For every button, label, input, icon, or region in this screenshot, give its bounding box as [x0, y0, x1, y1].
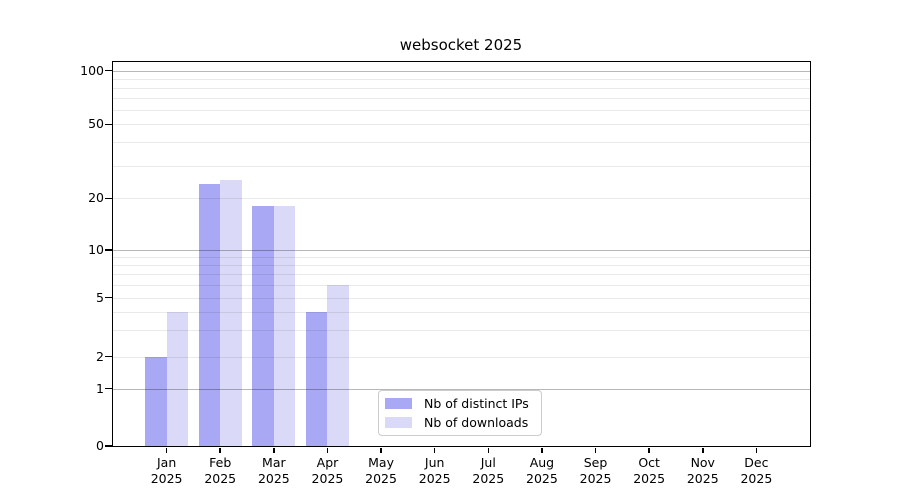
legend-item-distinct-ips: Nb of distinct IPs — [385, 396, 533, 412]
bar-distinct-ips-jan — [145, 356, 167, 446]
y-gridline-major — [113, 250, 810, 251]
x-axis-tick — [702, 447, 704, 453]
chart-title: websocket 2025 — [399, 36, 523, 54]
bar-downloads-jan — [166, 311, 189, 446]
bar-downloads-mar — [273, 206, 296, 446]
y-axis-tick — [105, 197, 112, 200]
y-gridline-minor — [113, 265, 810, 267]
x-axis-label: Oct 2025 — [633, 455, 666, 486]
x-axis-tick — [273, 447, 275, 453]
bar-downloads-apr — [327, 285, 349, 446]
x-axis-tick — [755, 447, 758, 453]
y-axis-tick — [105, 355, 112, 358]
y-gridline-minor — [113, 98, 810, 100]
x-axis-tick — [326, 447, 329, 453]
x-axis-label: Nov 2025 — [686, 455, 719, 486]
y-axis-label: 5 — [96, 289, 104, 305]
y-axis-tick — [105, 296, 112, 299]
bar-distinct-ips-feb — [198, 183, 221, 446]
x-axis-label: Jan 2025 — [150, 455, 183, 486]
legend-label-downloads: Nb of downloads — [424, 415, 529, 430]
y-axis-label: 10 — [88, 242, 104, 257]
y-axis-tick — [105, 445, 112, 447]
y-gridline-major — [113, 70, 810, 72]
y-axis-label: 1 — [96, 380, 104, 396]
y-axis-tick — [105, 387, 112, 390]
x-axis-tick — [219, 447, 221, 453]
y-axis-label: 50 — [88, 116, 104, 132]
y-axis-tick — [105, 249, 112, 251]
x-axis-label: Jul 2025 — [472, 455, 505, 486]
y-axis-tick — [105, 123, 112, 126]
y-axis-label: 100 — [80, 62, 104, 78]
x-axis-label: May 2025 — [365, 455, 397, 486]
x-axis-tick — [380, 447, 382, 453]
legend: Nb of distinct IPs Nb of downloads — [378, 390, 542, 436]
y-gridline-minor — [113, 297, 810, 299]
x-axis-tick — [594, 447, 597, 453]
y-gridline-minor — [113, 274, 810, 276]
y-gridline-minor — [113, 356, 810, 358]
legend-label-distinct-ips: Nb of distinct IPs — [424, 396, 529, 411]
bar-distinct-ips-apr — [305, 311, 328, 446]
y-gridline-minor — [113, 198, 810, 200]
y-axis-tick — [105, 69, 112, 72]
x-axis-tick — [433, 447, 436, 453]
y-axis-label: 2 — [96, 348, 104, 364]
legend-swatch-distinct-ips-icon — [385, 398, 412, 409]
y-gridline-minor — [113, 330, 810, 332]
x-axis-label: Jun 2025 — [418, 455, 451, 486]
y-gridline-minor — [113, 78, 810, 80]
x-axis-tick — [487, 447, 490, 453]
x-axis-label: Aug 2025 — [526, 455, 558, 486]
y-gridline-minor — [113, 285, 810, 286]
legend-swatch-downloads-icon — [385, 417, 412, 428]
y-gridline-minor — [113, 87, 810, 89]
y-gridline-minor — [113, 257, 810, 259]
x-axis-label: Feb 2025 — [204, 455, 237, 486]
y-axis-label: 20 — [88, 190, 104, 206]
y-gridline-minor — [113, 165, 810, 167]
bar-distinct-ips-mar — [252, 206, 274, 446]
y-gridline-minor — [113, 110, 810, 112]
x-axis-label: Mar 2025 — [257, 455, 290, 486]
x-axis-tick — [648, 447, 650, 453]
y-gridline-minor — [113, 311, 810, 313]
x-axis-label: Sep 2025 — [579, 455, 612, 486]
bar-downloads-feb — [220, 180, 242, 446]
y-gridline-minor — [113, 142, 810, 144]
legend-item-downloads: Nb of downloads — [385, 415, 533, 431]
y-gridline-major — [113, 388, 810, 390]
x-axis-tick — [165, 447, 168, 453]
x-axis-tick — [541, 447, 543, 453]
x-axis-label: Apr 2025 — [311, 455, 344, 486]
y-gridline-minor — [113, 124, 810, 126]
y-axis-label: 0 — [96, 438, 104, 453]
x-axis-label: Dec 2025 — [740, 455, 773, 486]
